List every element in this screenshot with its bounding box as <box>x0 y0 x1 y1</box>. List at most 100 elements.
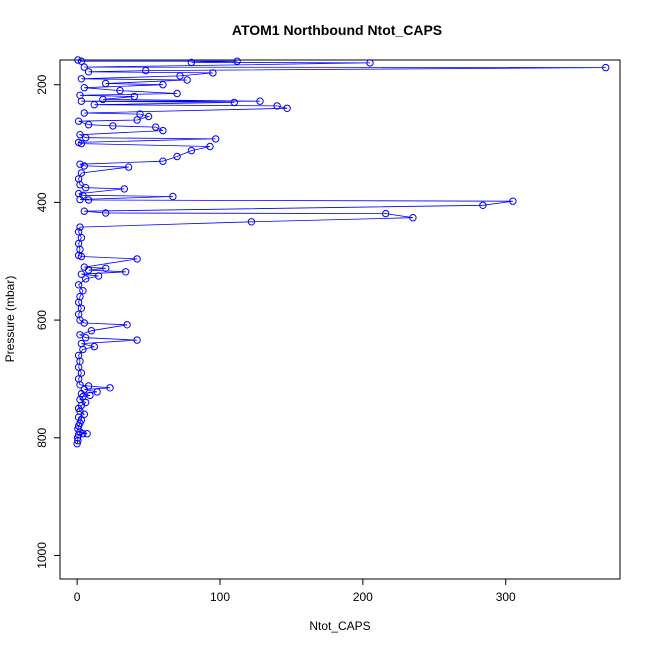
data-point <box>84 121 93 129</box>
data-point <box>82 134 90 142</box>
data-point <box>99 95 107 104</box>
data-point <box>120 185 129 193</box>
data-point <box>159 157 167 165</box>
data-point <box>173 89 181 98</box>
x-tick-label: 200 <box>353 590 373 604</box>
data-point <box>409 214 417 222</box>
data-point <box>76 223 84 231</box>
x-tick-label: 300 <box>496 590 516 604</box>
data-point <box>74 56 82 64</box>
data-point <box>136 110 144 118</box>
data-point <box>159 126 167 135</box>
data-point <box>187 146 196 155</box>
data-point <box>102 79 110 88</box>
data-point <box>74 117 83 125</box>
data-point <box>82 184 90 192</box>
data-point <box>76 160 84 168</box>
data-point <box>74 239 83 248</box>
data-point <box>86 391 94 400</box>
data-point <box>80 109 89 117</box>
data-point <box>77 234 86 242</box>
data-point <box>173 152 181 161</box>
data-point <box>77 270 86 278</box>
chart-title: ATOM1 Northbound Ntot_CAPS <box>232 22 442 38</box>
data-point <box>90 342 99 351</box>
data-point <box>76 292 84 301</box>
data-point <box>102 264 110 272</box>
data-point <box>133 336 141 344</box>
data-point <box>80 63 89 71</box>
data-point <box>76 331 84 339</box>
data-point <box>230 98 239 107</box>
data-point <box>82 334 90 342</box>
data-point <box>79 287 87 295</box>
y-tick-label: 200 <box>35 74 49 94</box>
data-point <box>77 169 86 177</box>
y-tick-label: 1000 <box>35 542 49 569</box>
data-point <box>87 327 96 335</box>
data-point <box>74 375 83 383</box>
data-point <box>366 59 374 67</box>
data-point <box>176 72 184 80</box>
data-point <box>109 122 117 130</box>
y-tick-label: 400 <box>35 192 49 212</box>
data-point <box>142 66 150 75</box>
data-point <box>76 131 84 139</box>
data-point <box>602 63 610 72</box>
x-axis-label: Ntot_CAPS <box>309 619 370 633</box>
y-tick-label: 800 <box>35 427 49 447</box>
x-tick-label: 0 <box>74 590 81 604</box>
data-point <box>77 339 86 348</box>
y-axis: 200 400 600 800 1000 <box>35 74 60 569</box>
data-point <box>84 196 93 204</box>
data-point <box>212 135 220 143</box>
data-point <box>77 304 86 312</box>
data-point <box>74 189 83 198</box>
data-point <box>122 268 130 276</box>
data-point <box>90 101 99 109</box>
data-point <box>74 228 83 236</box>
data-point <box>124 163 133 171</box>
data-point <box>76 91 84 100</box>
data-point <box>183 76 191 84</box>
series-line <box>76 59 606 444</box>
series-points <box>73 56 610 448</box>
data-point <box>80 84 89 92</box>
data-point <box>509 197 517 205</box>
data-point <box>74 138 83 147</box>
data-point <box>82 398 90 407</box>
plot-area <box>73 56 610 448</box>
data-point <box>80 207 89 215</box>
data-point <box>106 384 114 392</box>
data-point <box>79 191 87 200</box>
data-point <box>256 97 264 105</box>
data-point <box>80 162 89 170</box>
data-point <box>102 209 110 217</box>
data-point <box>77 57 86 65</box>
data-point <box>84 68 93 76</box>
data-point <box>83 430 91 438</box>
data-point <box>382 209 390 218</box>
data-point <box>159 81 167 89</box>
data-point <box>187 58 196 67</box>
data-point <box>133 116 141 124</box>
data-point <box>273 102 281 110</box>
data-point <box>74 310 83 318</box>
data-point <box>144 112 153 121</box>
data-point <box>84 382 93 390</box>
data-point <box>206 142 214 151</box>
data-point <box>74 351 83 360</box>
data-point <box>133 255 141 263</box>
y-axis-label: Pressure (mbar) <box>3 276 17 363</box>
data-point <box>94 272 103 280</box>
x-tick-label: 100 <box>210 590 230 604</box>
data-point <box>80 263 89 271</box>
data-point <box>123 321 131 329</box>
data-point <box>93 388 101 396</box>
y-tick-label: 600 <box>35 310 49 330</box>
data-point <box>130 92 139 101</box>
data-point <box>116 86 124 95</box>
plot-frame <box>59 59 621 580</box>
data-point <box>74 281 83 289</box>
